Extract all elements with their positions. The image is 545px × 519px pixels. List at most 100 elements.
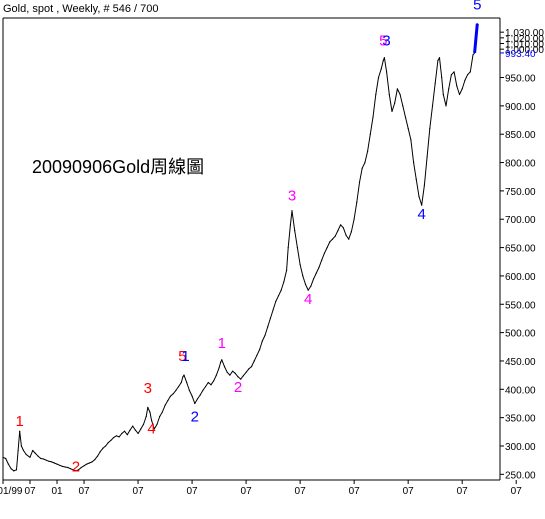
price-point-37 xyxy=(99,451,101,453)
price-point-4 xyxy=(13,470,15,472)
price-point-127 xyxy=(331,238,334,240)
price-point-138 xyxy=(361,167,363,169)
price-point-140 xyxy=(367,150,369,152)
price-point-169 xyxy=(441,76,443,79)
price-point-159 xyxy=(415,179,417,181)
price-point-102 xyxy=(267,326,269,328)
price-point-1 xyxy=(5,457,7,460)
price-point-61 xyxy=(161,411,163,413)
price-point-141 xyxy=(369,133,371,135)
price-point-122 xyxy=(318,266,320,268)
price-point-3 xyxy=(10,468,12,470)
price-point-68 xyxy=(180,381,182,384)
x-tick-label-3: 07 xyxy=(78,486,90,497)
price-point-121 xyxy=(315,272,317,274)
projection-point-0 xyxy=(474,52,476,54)
price-point-0 xyxy=(2,456,4,458)
price-point-60 xyxy=(159,415,161,418)
price-point-46 xyxy=(123,430,126,432)
price-point-65 xyxy=(172,393,174,395)
projection-line xyxy=(473,23,479,54)
price-point-137 xyxy=(358,181,361,183)
price-point-113 xyxy=(294,230,296,232)
price-point-85 xyxy=(221,359,223,361)
price-point-126 xyxy=(329,241,331,243)
wave-label-4: 5 xyxy=(178,348,186,365)
price-point-58 xyxy=(153,428,155,430)
price-point-119 xyxy=(310,285,312,287)
price-point-112 xyxy=(291,210,293,212)
price-point-143 xyxy=(375,93,377,96)
price-point-154 xyxy=(402,105,404,107)
price-point-79 xyxy=(207,381,209,384)
price-point-8 xyxy=(20,445,22,447)
price-point-15 xyxy=(40,457,42,460)
price-point-120 xyxy=(313,278,315,280)
price-point-63 xyxy=(167,400,169,402)
price-point-33 xyxy=(88,462,90,464)
y-tick-label-6: 850.00 xyxy=(505,130,536,141)
price-point-152 xyxy=(396,88,398,90)
price-point-171 xyxy=(445,105,447,107)
price-point-11 xyxy=(29,456,31,458)
price-point-71 xyxy=(186,381,188,384)
price-point-45 xyxy=(121,432,123,435)
price-point-38 xyxy=(102,447,104,449)
wave-label-7: 1 xyxy=(218,335,226,352)
price-point-70 xyxy=(183,374,185,376)
wave-label-1: 2 xyxy=(72,459,80,476)
price-point-80 xyxy=(210,384,212,386)
y-tick-label-8: 750.00 xyxy=(505,187,536,198)
price-point-107 xyxy=(280,289,282,291)
price-point-105 xyxy=(275,300,277,302)
price-point-104 xyxy=(272,309,274,311)
price-point-55 xyxy=(147,406,149,408)
price-point-98 xyxy=(256,354,258,356)
price-point-166 xyxy=(434,82,436,84)
x-tick-label-11: 07 xyxy=(511,486,523,497)
price-point-110 xyxy=(287,247,289,249)
price-point-163 xyxy=(426,156,428,158)
price-point-176 xyxy=(458,93,461,96)
x-tick-label-8: 07 xyxy=(349,486,361,497)
x-tick-label-1: 07 xyxy=(24,486,36,497)
y-tick-label-3: 1,000.00 xyxy=(505,45,544,56)
y-tick-label-15: 400.00 xyxy=(505,385,536,396)
price-point-24 xyxy=(64,466,66,468)
price-point-36 xyxy=(96,455,99,457)
price-point-57 xyxy=(151,419,153,422)
price-point-93 xyxy=(242,375,244,377)
price-point-123 xyxy=(321,259,323,261)
price-point-94 xyxy=(245,371,247,373)
price-point-135 xyxy=(353,218,355,220)
price-point-27 xyxy=(72,469,74,471)
price-point-82 xyxy=(215,374,217,376)
price-point-172 xyxy=(448,88,450,90)
price-point-54 xyxy=(145,415,147,418)
y-tick-label-13: 500.00 xyxy=(505,329,536,340)
x-tick-label-0: 07/01/99 xyxy=(0,486,23,497)
price-point-97 xyxy=(253,360,255,362)
price-point-142 xyxy=(372,116,374,118)
wave-label-8: 2 xyxy=(234,379,242,396)
price-point-14 xyxy=(37,455,39,457)
price-point-89 xyxy=(232,370,234,372)
price-point-6 xyxy=(17,449,19,452)
price-point-164 xyxy=(429,127,431,130)
price-point-117 xyxy=(304,283,307,285)
price-point-132 xyxy=(345,234,347,236)
price-point-179 xyxy=(467,74,469,76)
price-point-129 xyxy=(337,230,339,232)
wave-label-3: 4 xyxy=(147,420,155,437)
price-point-148 xyxy=(386,71,388,73)
price-point-75 xyxy=(196,398,199,400)
y-tick-label-9: 700.00 xyxy=(505,215,536,226)
price-point-44 xyxy=(118,436,120,438)
price-point-13 xyxy=(34,452,37,454)
wave-label-0: 1 xyxy=(16,413,24,430)
y-tick-label-14: 450.00 xyxy=(505,357,536,368)
price-point-49 xyxy=(132,425,134,427)
price-point-67 xyxy=(178,385,180,388)
price-point-7 xyxy=(19,430,21,432)
price-point-18 xyxy=(48,460,50,462)
